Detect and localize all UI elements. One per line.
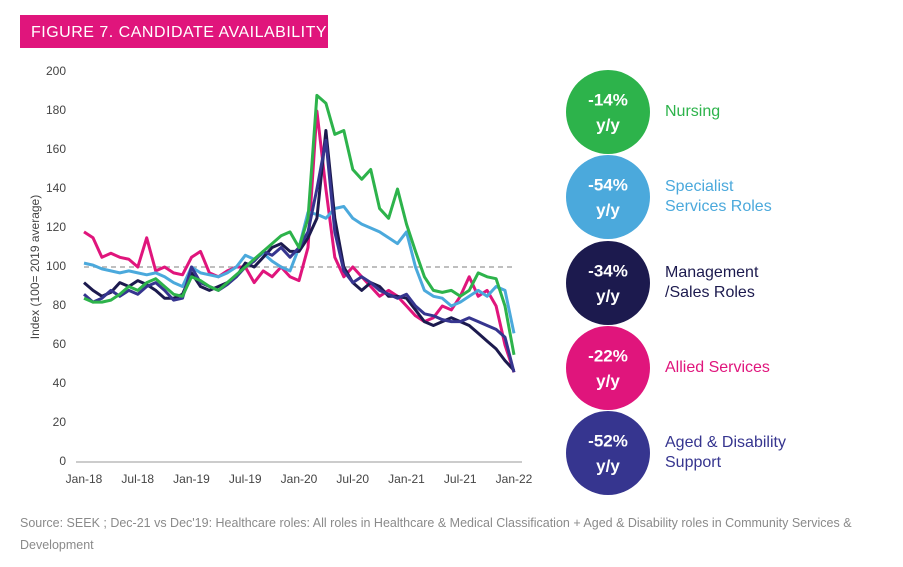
y-tick-label: 140 [46, 181, 66, 195]
badge-change: -52% [588, 431, 628, 450]
badge-unit: y/y [596, 200, 620, 219]
source-note: Source: SEEK ; Dec-21 vs Dec'19: Healthc… [20, 516, 852, 552]
y-tick-label: 80 [53, 298, 67, 312]
title-box [20, 15, 328, 48]
x-tick-label: Jul-19 [229, 472, 262, 486]
legend-label: Specialist Services Roles [665, 178, 772, 215]
y-tick-label: 200 [46, 64, 66, 78]
x-tick-label: Jul-21 [444, 472, 477, 486]
badge-unit: y/y [596, 286, 620, 305]
badge-change: -22% [588, 346, 628, 365]
x-tick-label: Jan-21 [388, 472, 425, 486]
legend-badge [566, 70, 650, 154]
series-line [83, 93, 516, 356]
y-tick-label: 0 [59, 454, 66, 468]
series-line [83, 138, 516, 373]
badge-change: -54% [588, 175, 628, 194]
legend-badge [566, 411, 650, 495]
x-tick-label: Jul-18 [121, 472, 154, 486]
y-tick-label: 20 [53, 415, 67, 429]
chart: FIGURE 7. CANDIDATE AVAILABILITY Index (… [20, 15, 650, 495]
badge-unit: y/y [596, 371, 620, 390]
chart-title: FIGURE 7. CANDIDATE AVAILABILITY [31, 24, 327, 41]
y-axis-label: Index (100= 2019 average) [28, 195, 42, 339]
badge-unit: y/y [596, 456, 620, 475]
series-line [83, 109, 516, 373]
badge-change: -14% [588, 90, 628, 109]
legend-label: Management /Sales Roles [665, 264, 759, 301]
x-tick-label: Jul-20 [336, 472, 369, 486]
badge-unit: y/y [596, 115, 620, 134]
legend-label: Allied Services [665, 359, 770, 376]
legend-badge [566, 155, 650, 239]
legend-label: Nursing [665, 103, 721, 120]
x-tick-label: Jan-19 [173, 472, 210, 486]
x-tick-label: Jan-20 [281, 472, 318, 486]
x-tick-label: Jan-22 [496, 472, 533, 486]
y-tick-label: 120 [46, 220, 66, 234]
y-tick-label: 180 [46, 103, 66, 117]
series-line [83, 205, 516, 334]
badge-change: -34% [588, 261, 628, 280]
legend-badge [566, 241, 650, 325]
legend-label: Aged & Disability Support [665, 434, 786, 471]
x-tick-label: Jan-18 [66, 472, 103, 486]
legend-badge [566, 326, 650, 410]
y-tick-label: 100 [46, 259, 66, 273]
y-tick-label: 40 [53, 376, 67, 390]
y-tick-label: 160 [46, 142, 66, 156]
series-line [83, 129, 516, 372]
y-tick-label: 60 [53, 337, 67, 351]
